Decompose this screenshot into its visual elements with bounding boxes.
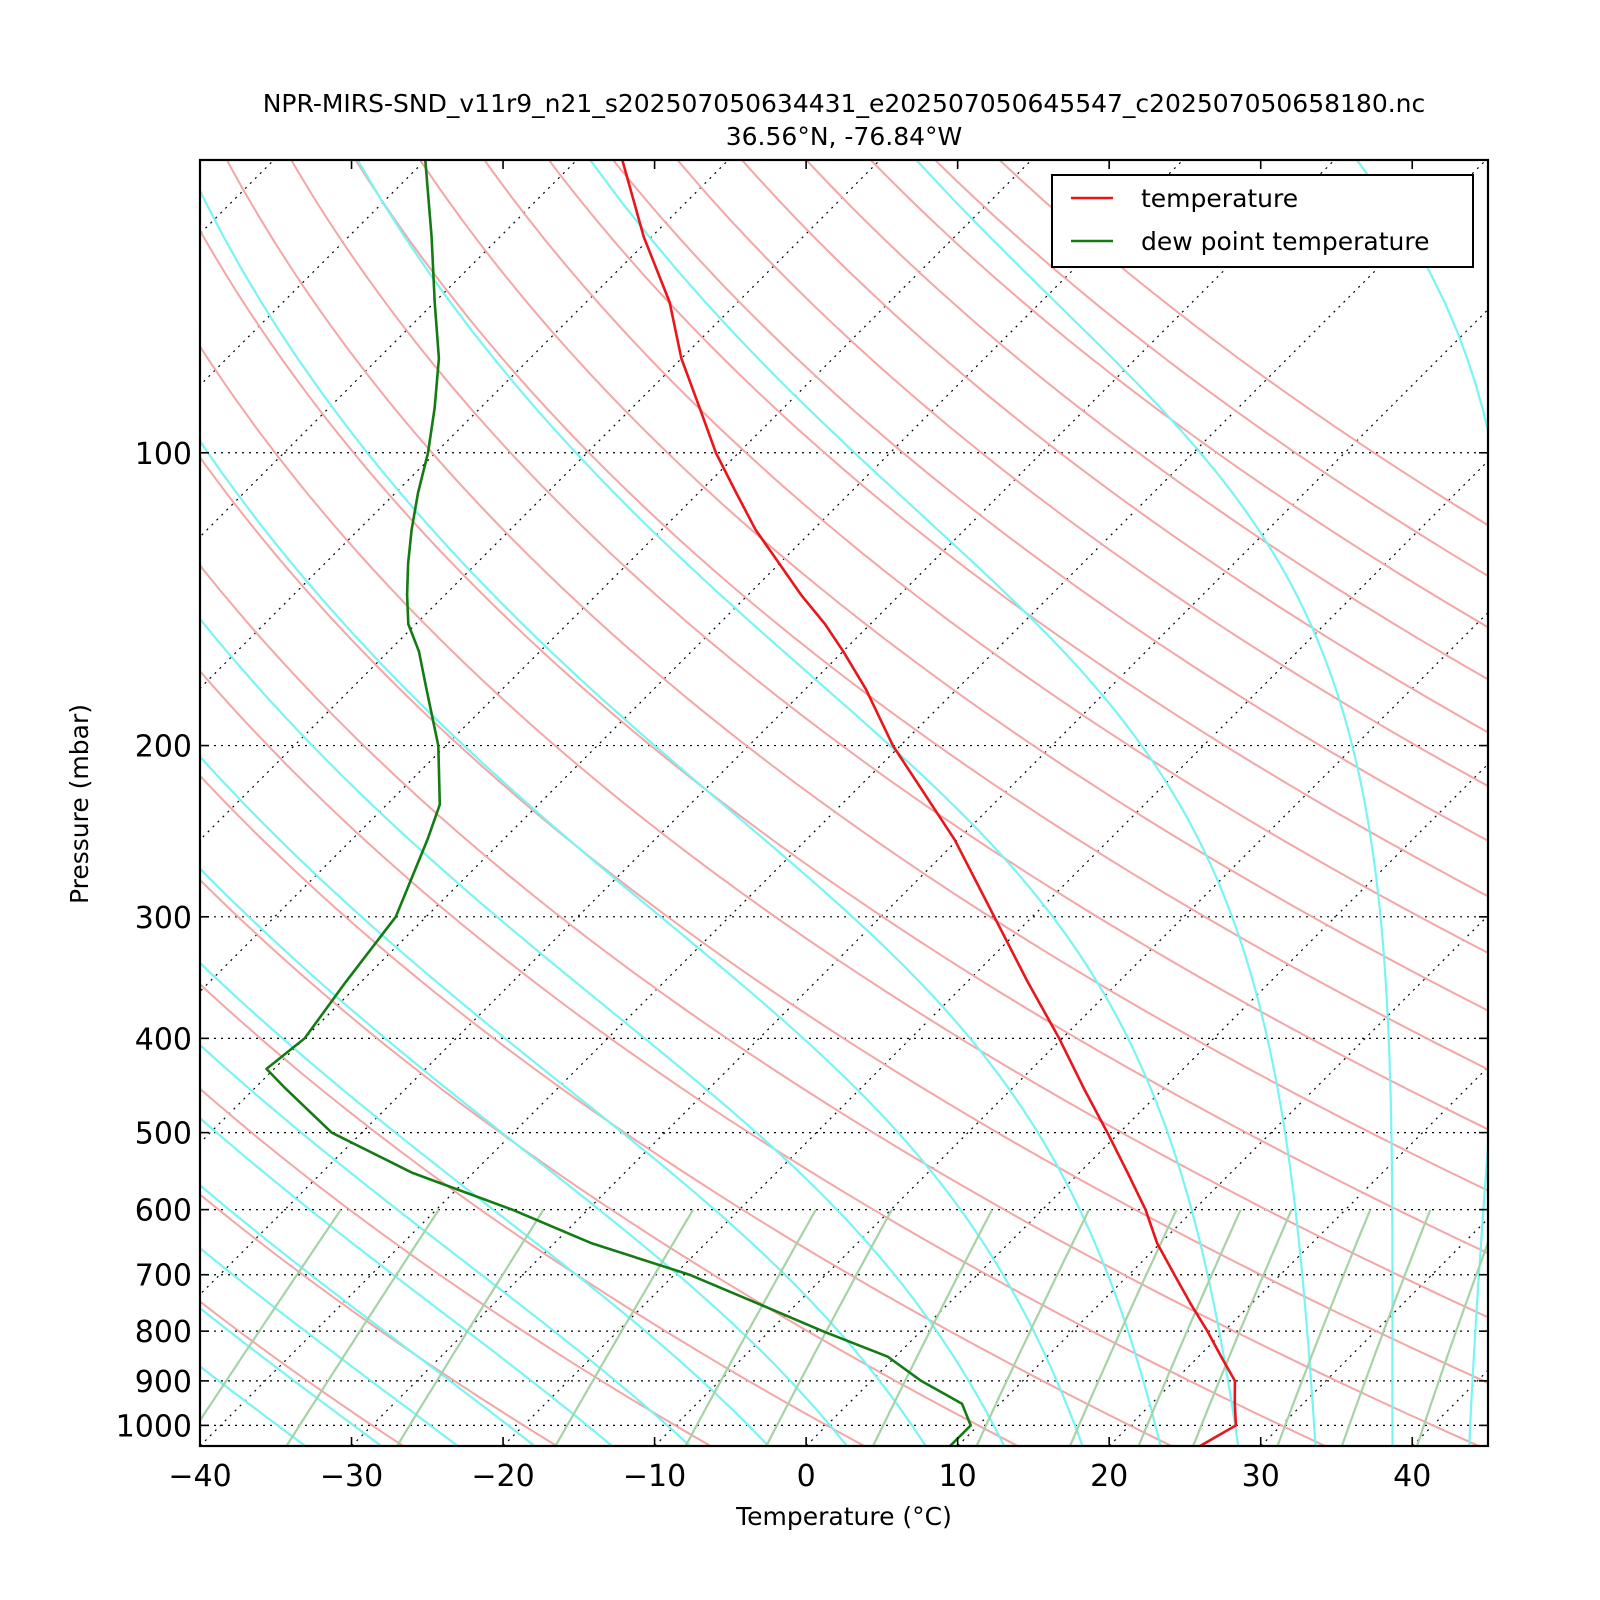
legend-label-temperature: temperature <box>1141 184 1298 213</box>
mixing-ratio-line <box>975 1209 1091 1446</box>
dry-adiabat-line <box>290 160 1488 1131</box>
dry-adiabat-line <box>869 160 1488 629</box>
isotherm-line <box>805 763 1488 1446</box>
moist-adiabat-line <box>914 160 1394 1446</box>
chart-title: NPR-MIRS-SND_v11r9_n21_s202507050634431_… <box>263 89 1426 118</box>
isotherm-line <box>1108 1066 1488 1446</box>
isotherm-line <box>1259 1217 1488 1446</box>
mixing-ratio-line <box>1340 1209 1432 1446</box>
x-axis-label: Temperature (°C) <box>735 1502 952 1531</box>
mixing-ratio-group <box>200 1208 1488 1446</box>
moist-adiabat-line <box>200 617 1006 1446</box>
moist-adiabat-line <box>200 1043 692 1446</box>
dry-adiabat-line <box>676 160 1488 788</box>
dry-adiabat-line <box>933 160 1488 578</box>
moist-adiabat-line <box>200 188 1162 1446</box>
temperature-profile-line <box>621 160 1238 1446</box>
isotherm-line <box>956 914 1488 1446</box>
dry-adiabat-line <box>200 344 1488 1319</box>
legend-box <box>1051 174 1474 268</box>
moist-adiabat-line <box>200 1246 460 1446</box>
y-tick-label: 900 <box>135 1365 192 1400</box>
moist-adiabat-line <box>200 1116 614 1446</box>
isotherm-line <box>502 460 1488 1446</box>
legend-label-dewpoint: dew point temperature <box>1141 227 1430 256</box>
dry-adiabat-line <box>200 228 1488 1255</box>
y-tick-label: 600 <box>135 1194 192 1229</box>
moist-adiabat-line <box>200 867 849 1446</box>
y-tick-label: 700 <box>135 1259 192 1294</box>
dry-adiabat-line <box>418 160 1488 1012</box>
y-tick-label: 800 <box>135 1315 192 1350</box>
mixing-ratio-line <box>1068 1209 1178 1446</box>
x-tick-label: −20 <box>471 1459 534 1494</box>
dry-adiabat-line <box>611 160 1488 842</box>
moist-adiabat-line <box>588 160 1317 1446</box>
moist-adiabat-line <box>200 439 1084 1446</box>
dry-adiabat-line <box>200 878 1020 1446</box>
mixing-ratio-line <box>285 1208 440 1446</box>
x-tick-label: 30 <box>1242 1459 1280 1494</box>
dry-adiabat-line <box>998 160 1488 527</box>
plot-area <box>200 160 1488 1446</box>
dewpoint-profile-line <box>265 160 973 1446</box>
moist-adiabat-group <box>200 160 1488 1446</box>
dry-adiabat-line <box>225 160 1488 1192</box>
y-tick-label: 500 <box>135 1117 192 1152</box>
dry-adiabat-line <box>740 160 1488 734</box>
x-tick-label: 40 <box>1393 1459 1431 1494</box>
moist-adiabat-line <box>200 1306 384 1446</box>
dry-adiabat-line <box>200 563 1482 1446</box>
dry-adiabat-line <box>354 160 1488 1071</box>
legend: temperature dew point temperature <box>1051 174 1474 268</box>
mixing-ratio-line <box>871 1209 994 1446</box>
y-tick-label: 200 <box>135 730 192 765</box>
dry-adiabat-line <box>483 160 1488 955</box>
mixing-ratio-line <box>1415 1239 1488 1446</box>
dry-adiabat-line <box>200 1087 713 1446</box>
y-axis-ticks: 100 200 300 400 500 600 700 800 900 1000 <box>116 437 1488 1444</box>
mixing-ratio-line <box>1137 1209 1242 1446</box>
data-series-group <box>265 160 1238 1446</box>
moist-adiabat-line <box>200 755 927 1446</box>
mixing-ratio-line <box>765 1209 893 1446</box>
x-tick-label: 0 <box>797 1459 816 1494</box>
moist-adiabat-line <box>356 160 1240 1446</box>
mixing-ratio-line <box>200 1208 342 1423</box>
moist-adiabat-line <box>200 1183 537 1446</box>
y-tick-label: 400 <box>135 1022 192 1057</box>
x-axis-ticks: −40 −30 −20 −10 0 10 20 30 40 <box>168 160 1431 1494</box>
moist-adiabat-line <box>1355 160 1488 1446</box>
isotherm-line <box>200 160 1336 1296</box>
mixing-ratio-line <box>684 1209 817 1446</box>
dry-adiabat-line <box>805 160 1488 681</box>
dry-adiabat-line <box>200 774 1174 1446</box>
chart-subtitle: 36.56°N, -76.84°W <box>726 122 962 151</box>
x-tick-label: −10 <box>623 1459 686 1494</box>
dry-adiabat-line <box>200 669 1328 1446</box>
isotherm-line <box>653 611 1488 1446</box>
y-tick-label: 300 <box>135 901 192 936</box>
x-tick-label: −40 <box>168 1459 231 1494</box>
dry-adiabat-line <box>200 455 1488 1384</box>
moist-adiabat-line <box>200 1365 308 1446</box>
y-tick-label: 1000 <box>116 1409 192 1444</box>
y-axis-label: Pressure (mbar) <box>65 704 94 904</box>
isotherm-line <box>200 160 1487 1446</box>
x-tick-label: −30 <box>320 1459 383 1494</box>
dry-adiabat-line <box>200 982 867 1446</box>
plot-frame <box>198 158 1490 1448</box>
x-tick-label: 20 <box>1090 1459 1128 1494</box>
dry-adiabat-group <box>200 160 1488 1446</box>
dry-adiabat-line <box>200 1193 559 1446</box>
mixing-ratio-line <box>1276 1209 1372 1446</box>
y-tick-label: 100 <box>135 437 192 472</box>
x-tick-label: 10 <box>939 1459 977 1494</box>
mixing-ratio-line <box>395 1209 545 1446</box>
moist-adiabat-line <box>200 961 770 1446</box>
mixing-ratio-line <box>1191 1209 1293 1446</box>
